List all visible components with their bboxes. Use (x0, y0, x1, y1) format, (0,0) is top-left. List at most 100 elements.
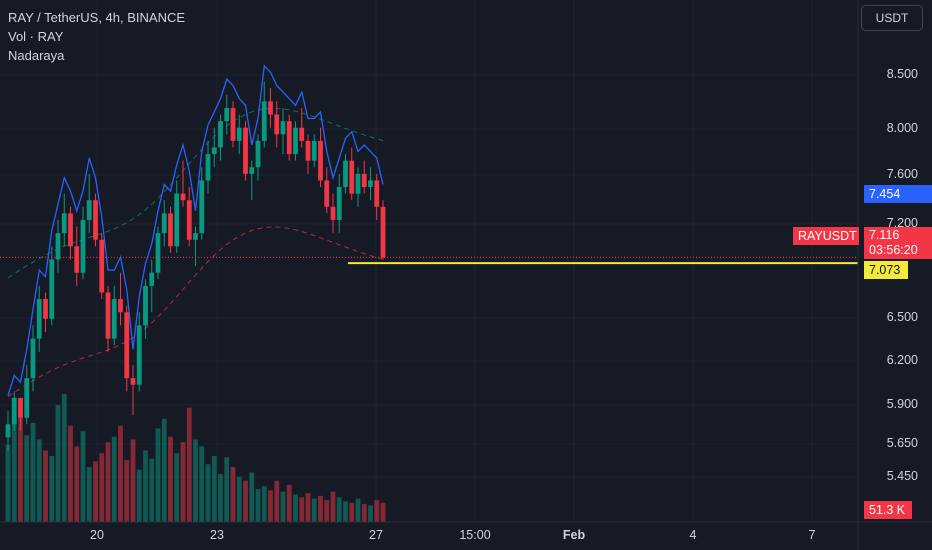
price-axis-tick: 5.450 (886, 469, 918, 483)
candle-body (93, 200, 98, 240)
volume-bar (318, 495, 323, 522)
volume-bar (236, 476, 242, 522)
volume-bar (124, 460, 130, 522)
price-axis-tick: 8.500 (886, 67, 918, 81)
nadaraya-indicator-label[interactable]: Nadaraya (8, 48, 65, 63)
candle-body (311, 140, 317, 161)
volume-bar (324, 499, 330, 522)
volume-bar (30, 422, 36, 522)
currency-button[interactable]: USDT (861, 5, 923, 31)
volume-indicator-label[interactable]: Vol · RAY (8, 29, 64, 44)
candle-body (255, 140, 261, 168)
candle-body (11, 397, 17, 425)
volume-bar (380, 502, 386, 522)
chart-grid (0, 0, 858, 522)
nadaraya-upper-dashed (7, 107, 384, 279)
volume-bar (299, 497, 305, 522)
candle-body (336, 187, 342, 220)
candle-body (368, 180, 373, 188)
volume-bar (143, 450, 148, 522)
volume-bar (261, 486, 267, 522)
volume-bar (343, 501, 348, 522)
candle-body (74, 246, 80, 273)
candle-body (261, 101, 267, 141)
volume-bar (243, 480, 248, 522)
volume-bar (43, 450, 48, 522)
volume-bar (180, 442, 186, 522)
candle-body (211, 147, 217, 155)
volume-bar (130, 439, 136, 522)
candle-body (43, 299, 48, 319)
candle-body (130, 378, 136, 385)
volume-bar (155, 428, 161, 522)
symbol-title[interactable]: RAY / TetherUS, 4h, BINANCE (8, 10, 186, 25)
candle-body (124, 312, 130, 379)
candle-body (193, 233, 198, 240)
candle-body (343, 160, 348, 188)
volume-bar (18, 398, 23, 522)
candle-body (280, 121, 286, 135)
volume-bar (11, 414, 17, 522)
candle-body (99, 239, 105, 293)
candle-body (224, 107, 230, 122)
volume-bar (199, 446, 205, 522)
time-axis-tick: Feb (562, 528, 586, 542)
price-axis-tick: 8.000 (886, 121, 918, 135)
volume-bar (361, 504, 367, 522)
candle-body (136, 325, 142, 385)
volume-bar (5, 444, 11, 522)
volume-bar (118, 425, 123, 522)
candle-body (243, 127, 248, 174)
candle-body (143, 285, 148, 326)
candlesticks (5, 81, 386, 451)
volume-value-tag: 51.3 K (864, 501, 912, 519)
candle-body (149, 272, 155, 286)
time-axis-tick: 15:00 (459, 528, 491, 542)
candle-body (118, 299, 123, 313)
volume-bar (224, 457, 230, 522)
candle-body (18, 397, 23, 418)
price-axis-tick: 5.650 (886, 436, 918, 450)
candle-body (55, 233, 61, 260)
volume-bar (311, 498, 317, 522)
volume-bar (136, 469, 142, 522)
volume-bar (168, 436, 173, 522)
upper-band-price-tag: 7.454 (864, 185, 932, 203)
candle-body (318, 140, 323, 181)
volume-bar (286, 484, 292, 522)
volume-bar (274, 480, 280, 522)
candle-body (286, 121, 292, 155)
time-axis-tick: 4 (689, 528, 697, 542)
volume-bar (55, 405, 61, 522)
candle-body (361, 173, 367, 188)
volume-bar (293, 494, 298, 522)
last-price-tag: 7.116 03:56:20 (864, 227, 932, 259)
symbol-name-tag: RAYUSDT (793, 227, 859, 245)
volume-bar (61, 394, 67, 522)
volume-bar (74, 446, 80, 522)
candle-body (186, 200, 192, 240)
candle-body (293, 127, 298, 155)
candle-body (218, 121, 223, 148)
volume-bar (93, 461, 98, 522)
price-axis-tick: 6.500 (886, 310, 918, 324)
price-axis-tick: 5.900 (886, 397, 918, 411)
volume-bar (255, 488, 261, 522)
volume-bar (230, 466, 236, 522)
volume-bar (186, 407, 192, 522)
candle-body (268, 101, 273, 115)
time-axis-tick: 7 (808, 528, 816, 542)
candle-body (324, 180, 330, 207)
volume-bar (355, 498, 361, 522)
volume-bar (174, 453, 180, 522)
candle-body (24, 378, 30, 418)
candle-body (80, 219, 86, 273)
nadaraya-upper-band (7, 64, 384, 396)
volume-bar (268, 490, 273, 522)
volume-bar (99, 453, 105, 522)
price-axis-tick: 7.200 (886, 216, 918, 230)
candle-body (86, 200, 92, 220)
price-axis-tick: 7.600 (886, 167, 918, 181)
volume-bar (24, 435, 30, 522)
